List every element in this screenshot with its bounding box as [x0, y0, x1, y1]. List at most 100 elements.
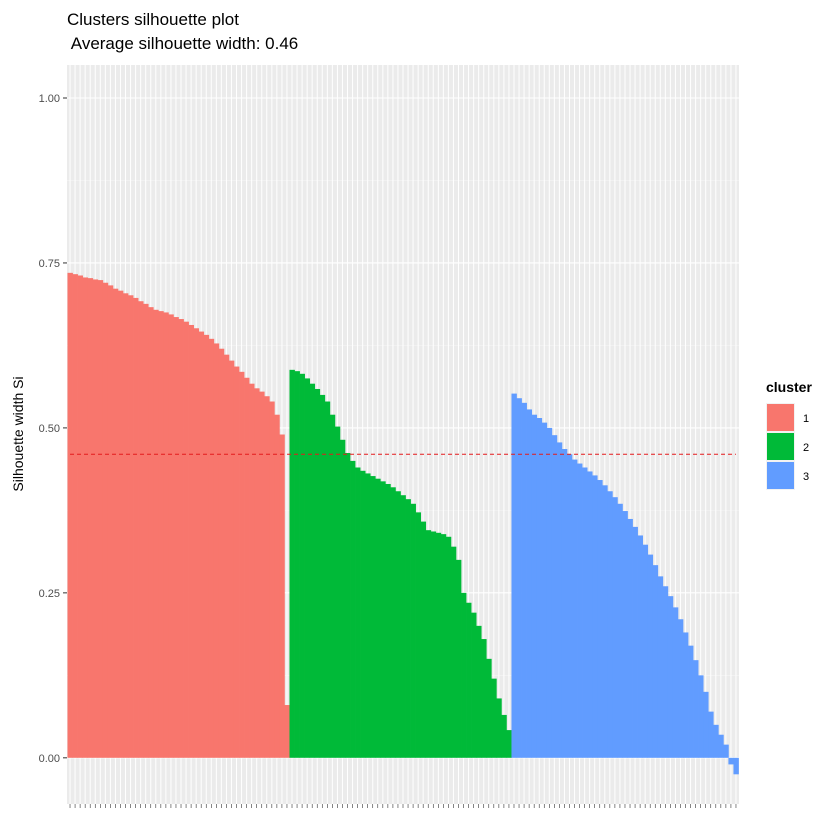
bar-cluster-3 [718, 734, 724, 758]
bar-cluster-2 [501, 714, 507, 758]
bar-cluster-3 [551, 435, 558, 758]
bar-cluster-3 [612, 497, 618, 758]
bar-cluster-1 [223, 354, 230, 758]
bar-cluster-3 [556, 442, 563, 758]
bar-cluster-3 [561, 449, 568, 758]
bar-cluster-3 [713, 724, 719, 758]
bar-cluster-3 [728, 757, 734, 765]
bar-cluster-1 [188, 324, 194, 758]
bar-cluster-2 [405, 499, 411, 758]
legend-swatch-3 [767, 462, 794, 489]
bar-cluster-2 [481, 639, 487, 758]
bar-cluster-1 [128, 295, 134, 758]
bar-cluster-1 [228, 360, 235, 758]
bar-cluster-3 [592, 475, 598, 758]
bar-cluster-3 [536, 418, 543, 758]
bar-cluster-2 [420, 521, 427, 758]
bar-cluster-1 [138, 301, 144, 758]
bar-cluster-2 [299, 373, 305, 758]
bar-cluster-2 [294, 371, 300, 758]
bar-cluster-2 [425, 530, 432, 758]
bar-cluster-1 [274, 414, 280, 758]
bar-cluster-2 [350, 460, 356, 758]
legend-swatch-1 [767, 404, 794, 431]
bar-cluster-2 [390, 487, 396, 758]
bar-cluster-3 [531, 414, 538, 758]
bar-cluster-3 [708, 711, 714, 758]
bar-cluster-3 [642, 544, 649, 758]
bar-cluster-1 [102, 282, 109, 758]
chart-title: Clusters silhouette plot [67, 10, 239, 29]
y-tick-label: 1.00 [39, 93, 60, 105]
y-axis: 0.00 0.25 0.50 0.75 1.00 [39, 93, 67, 765]
bar-cluster-1 [198, 331, 205, 758]
y-tick-label: 0.00 [39, 753, 60, 765]
legend-label-3: 3 [803, 471, 809, 483]
bar-cluster-2 [304, 378, 311, 758]
bar-cluster-2 [455, 559, 462, 758]
bar-cluster-2 [471, 612, 477, 758]
bar-cluster-3 [622, 511, 628, 758]
bar-cluster-3 [541, 422, 548, 758]
bar-cluster-1 [269, 401, 275, 758]
legend-swatch-2 [767, 433, 794, 460]
legend-label-1: 1 [803, 413, 809, 425]
bar-cluster-2 [486, 658, 492, 758]
bar-cluster-1 [249, 383, 255, 758]
bar-cluster-3 [657, 576, 664, 758]
bar-cluster-2 [461, 592, 467, 758]
bar-cluster-1 [183, 321, 189, 758]
bar-cluster-1 [72, 274, 78, 758]
bar-cluster-3 [566, 454, 573, 758]
x-axis-ticks [69, 804, 737, 808]
bar-cluster-3 [607, 491, 613, 758]
bar-cluster-1 [67, 272, 73, 758]
bar-cluster-3 [683, 632, 689, 758]
bar-cluster-1 [218, 348, 225, 758]
bar-cluster-1 [82, 277, 89, 758]
bar-cluster-2 [435, 532, 442, 758]
bar-cluster-3 [667, 596, 674, 758]
bar-cluster-2 [344, 452, 351, 758]
bar-cluster-3 [572, 459, 578, 758]
bar-cluster-3 [546, 427, 553, 758]
bar-cluster-1 [158, 311, 164, 758]
bar-cluster-2 [496, 698, 502, 758]
bar-cluster-2 [385, 483, 391, 758]
bar-cluster-1 [87, 278, 94, 758]
bar-cluster-1 [153, 309, 159, 758]
bar-cluster-1 [117, 290, 124, 758]
bar-cluster-2 [395, 491, 401, 758]
bar-cluster-2 [334, 426, 341, 758]
bar-cluster-1 [112, 288, 119, 758]
bar-cluster-1 [163, 312, 169, 758]
bar-cluster-3 [672, 607, 679, 758]
bar-cluster-3 [632, 526, 638, 758]
bar-cluster-2 [415, 512, 422, 758]
bar-cluster-2 [430, 531, 437, 758]
bar-cluster-3 [652, 565, 659, 758]
bar-cluster-2 [440, 534, 447, 758]
bar-cluster-3 [703, 691, 709, 758]
legend: cluster 1 2 3 [766, 379, 812, 490]
bars [67, 272, 739, 775]
bar-cluster-3 [733, 757, 739, 775]
bar-cluster-3 [677, 619, 684, 758]
bar-cluster-2 [380, 481, 386, 758]
bar-cluster-3 [516, 398, 522, 758]
bar-cluster-2 [360, 470, 366, 758]
bar-cluster-3 [511, 393, 517, 758]
bar-cluster-3 [587, 471, 593, 758]
bar-cluster-2 [445, 536, 452, 758]
bar-cluster-2 [329, 414, 336, 758]
y-tick-label: 0.50 [39, 423, 60, 435]
bar-cluster-2 [319, 394, 326, 758]
bar-cluster-3 [582, 467, 588, 758]
bar-cluster-1 [254, 388, 260, 758]
bar-cluster-3 [688, 645, 694, 758]
bar-cluster-3 [521, 402, 527, 758]
bar-cluster-3 [647, 554, 654, 758]
bar-cluster-3 [597, 480, 603, 758]
bar-cluster-2 [400, 495, 406, 758]
